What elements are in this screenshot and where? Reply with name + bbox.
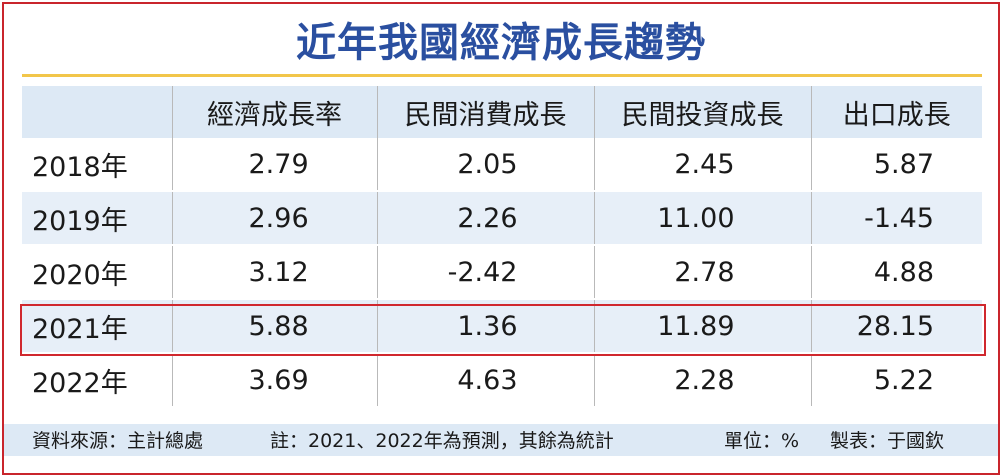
footer-bar: 資料來源：主計總處 註：2021、2022年為預測，其餘為統計 單位：% 製表：… — [4, 424, 998, 456]
cell-consumption: 2.05 — [376, 138, 594, 191]
cell-export: 4.88 — [810, 245, 982, 299]
cell-export: 5.22 — [810, 353, 982, 407]
cell-investment: 2.78 — [593, 245, 811, 299]
cell-investment: 11.89 — [593, 299, 811, 353]
cell-export: 28.15 — [810, 299, 982, 353]
cell-consumption: 2.26 — [376, 191, 594, 245]
footer-note: 註：2021、2022年為預測，其餘為統計 — [270, 430, 614, 452]
table-row: 2018年 2.79 2.05 2.45 5.87 — [22, 138, 982, 191]
column-header-investment: 民間投資成長 — [593, 86, 811, 138]
table-header-row: 經濟成長率 民間消費成長 民間投資成長 出口成長 — [22, 86, 982, 138]
page-title: 近年我國經濟成長趨勢 — [296, 20, 706, 66]
row-year: 2019年 — [32, 205, 128, 237]
cell-gdp: 2.96 — [171, 191, 377, 245]
cell-export: -1.45 — [810, 191, 982, 245]
cell-investment: 2.45 — [593, 138, 811, 191]
row-year: 2018年 — [32, 151, 128, 183]
column-header-export: 出口成長 — [810, 86, 982, 138]
row-year: 2022年 — [32, 367, 128, 399]
footer-unit: 單位：% — [724, 430, 800, 452]
cell-consumption: 1.36 — [376, 299, 594, 353]
cell-gdp: 5.88 — [171, 299, 377, 353]
growth-table: 經濟成長率 民間消費成長 民間投資成長 出口成長 2018年 2.79 2.05… — [22, 86, 982, 408]
table-row-highlighted: 2021年 5.88 1.36 11.89 28.15 — [22, 299, 982, 353]
title-divider — [22, 74, 982, 77]
table-row: 2020年 3.12 -2.42 2.78 4.88 — [22, 245, 982, 299]
cell-gdp: 2.79 — [171, 138, 377, 191]
cell-export: 5.87 — [810, 138, 982, 191]
row-year: 2021年 — [32, 313, 128, 345]
column-header-consumption: 民間消費成長 — [376, 86, 594, 138]
column-header-year — [22, 86, 172, 138]
table-row: 2022年 3.69 4.63 2.28 5.22 — [22, 353, 982, 407]
cell-consumption: 4.63 — [376, 353, 594, 407]
cell-investment: 2.28 — [593, 353, 811, 407]
footer-maker: 製表：于國欽 — [830, 430, 945, 452]
footer-source: 資料來源：主計總處 — [32, 430, 204, 452]
cell-consumption: -2.42 — [376, 245, 594, 299]
column-header-gdp: 經濟成長率 — [171, 86, 377, 138]
cell-investment: 11.00 — [593, 191, 811, 245]
cell-gdp: 3.69 — [171, 353, 377, 407]
cell-gdp: 3.12 — [171, 245, 377, 299]
row-year: 2020年 — [32, 259, 128, 291]
table-row: 2019年 2.96 2.26 11.00 -1.45 — [22, 191, 982, 245]
